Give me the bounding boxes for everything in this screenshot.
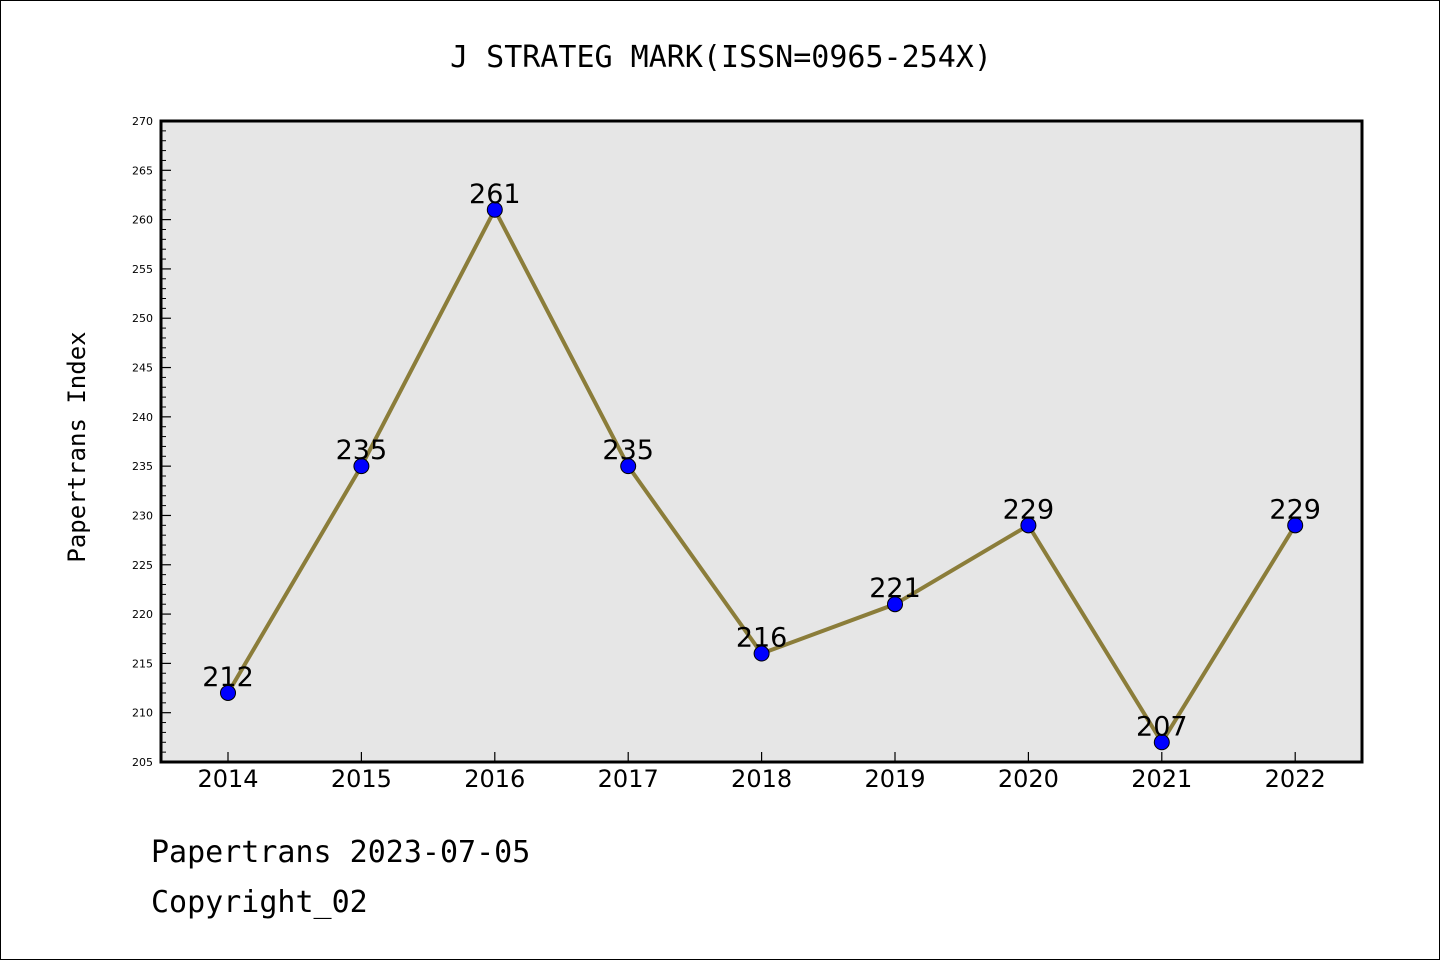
x-tick-label: 2020 [998,765,1059,793]
data-point [887,596,903,613]
x-tick-label: 2019 [864,765,925,793]
data-label: 235 [602,435,654,466]
data-label: 216 [736,623,788,654]
y-tick-label: 230 [132,509,153,522]
data-point [486,201,503,218]
data-label: 229 [1269,494,1321,525]
y-tick-label: 245 [132,362,153,375]
data-point [1020,517,1037,534]
y-tick-label: 250 [132,312,153,325]
x-tick-label: 2018 [731,765,792,793]
y-axis-label: Papertrans Index [63,331,91,562]
y-tick-label: 270 [132,115,153,128]
y-tick-label: 215 [132,657,153,670]
x-tick-label: 2015 [331,765,392,793]
data-label: 229 [1003,494,1055,525]
y-tick-label: 210 [132,707,153,720]
y-tick-label: 260 [132,214,153,227]
x-tick-label: 2022 [1265,765,1326,793]
axis-ticks: 205 210 215 220 225 230 235 240 245 250 255 260 265 2… [132,115,1326,793]
data-point [1287,517,1304,534]
data-point [753,645,770,662]
x-tick-label: 2014 [197,765,258,793]
y-tick-label: 220 [132,608,153,621]
data-point [1153,734,1170,751]
source-date-text: Papertrans 2023-07-05 [151,835,531,870]
data-label: 235 [336,435,388,466]
data-label: 221 [869,573,921,604]
data-label: 212 [202,662,254,693]
y-tick-label: 205 [132,756,153,769]
series-layer [220,201,1304,751]
y-tick-label: 240 [132,411,153,424]
y-tick-label: 235 [132,460,153,473]
x-tick-label: 2017 [598,765,659,793]
x-tick-label: 2016 [464,765,525,793]
data-point [220,684,236,701]
data-point [620,458,637,475]
x-tick-label: 2021 [1131,765,1192,793]
chart-title: J STRATEG MARK(ISSN=0965-254X) [450,40,992,75]
data-point [353,458,370,475]
y-tick-label: 225 [132,559,153,572]
y-tick-label: 265 [132,164,153,177]
y-tick-label: 255 [132,263,153,276]
data-label: 261 [469,179,521,210]
data-label: 207 [1136,711,1188,742]
copyright-text: Copyright_02 [151,885,368,920]
plot-border [159,119,1364,764]
data-labels: 212 235 261 235 216 221 229 207 229 [202,179,1321,743]
